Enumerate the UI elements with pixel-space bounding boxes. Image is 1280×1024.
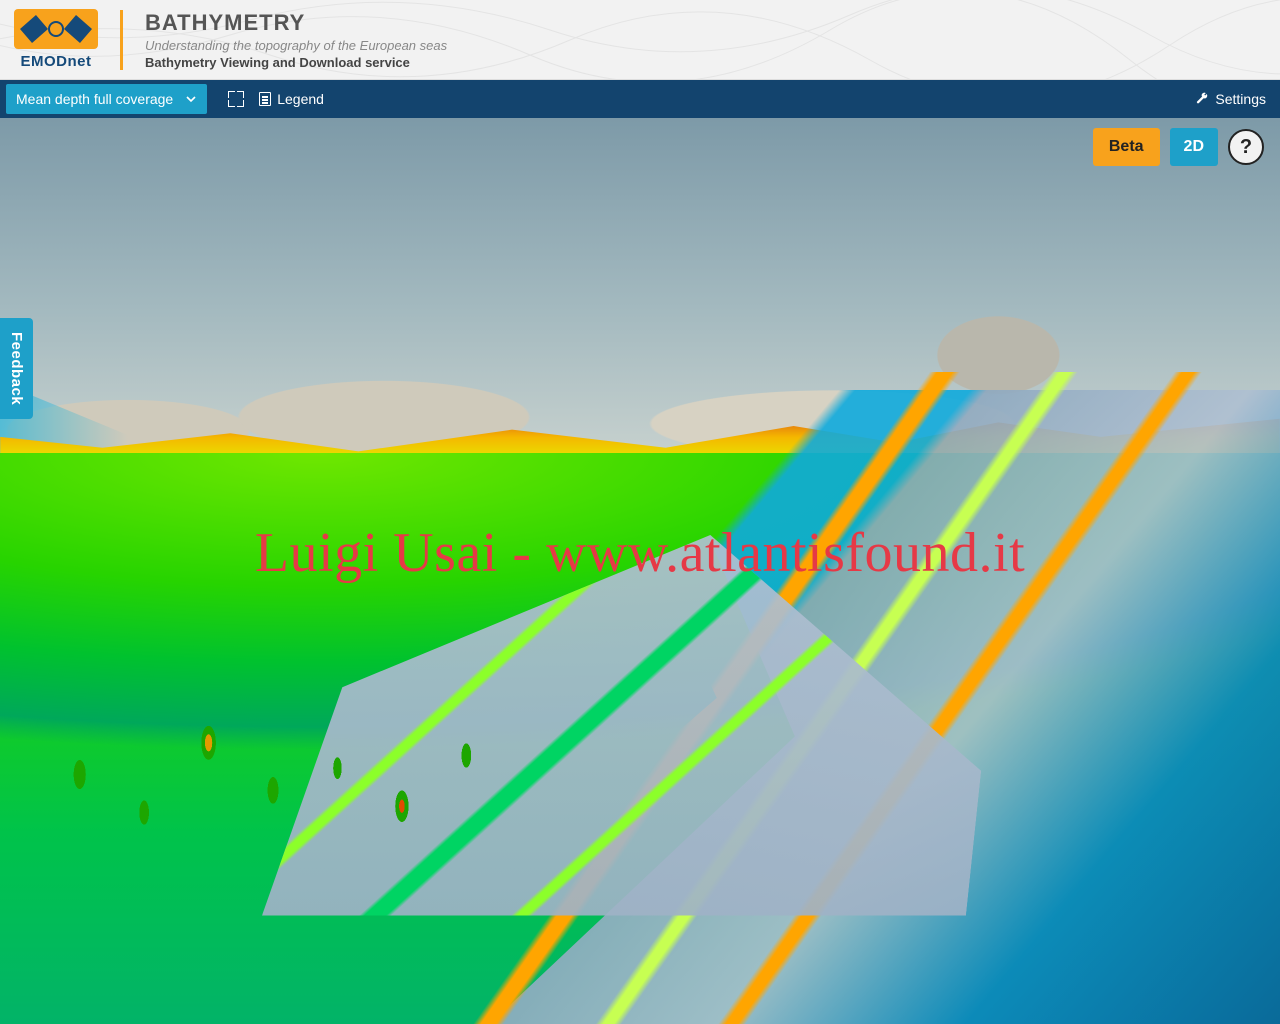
brand-mark-icon xyxy=(14,9,98,49)
settings-label: Settings xyxy=(1215,91,1266,107)
page-title: BATHYMETRY xyxy=(145,10,447,36)
watermark-text: Luigi Usai - www.atlantisfound.it xyxy=(255,521,1025,585)
wrench-icon xyxy=(1195,92,1209,106)
layer-select[interactable]: Mean depth full coverage xyxy=(6,84,207,114)
chevron-down-icon xyxy=(183,91,199,107)
legend-button[interactable]: Legend xyxy=(251,85,332,113)
float-controls: Beta 2D ? xyxy=(1093,128,1264,166)
feedback-tab[interactable]: Feedback xyxy=(0,318,33,419)
map-viewport[interactable]: Luigi Usai - www.atlantisfound.it Beta 2… xyxy=(0,118,1280,1024)
toolbar: Mean depth full coverage Legend Settings xyxy=(0,80,1280,118)
service-subtitle: Bathymetry Viewing and Download service xyxy=(145,53,447,70)
tagline: Understanding the topography of the Euro… xyxy=(145,36,447,53)
header: EMODnet BATHYMETRY Understanding the top… xyxy=(0,0,1280,80)
view-toggle-2d-button[interactable]: 2D xyxy=(1170,128,1218,166)
legend-label: Legend xyxy=(277,91,324,107)
legend-icon xyxy=(259,92,271,106)
header-divider xyxy=(120,10,123,70)
fullscreen-icon xyxy=(229,92,243,106)
title-block: BATHYMETRY Understanding the topography … xyxy=(145,10,447,70)
help-button[interactable]: ? xyxy=(1228,129,1264,165)
settings-button[interactable]: Settings xyxy=(1187,85,1274,113)
brand-logo[interactable]: EMODnet xyxy=(14,9,98,70)
layer-select-label: Mean depth full coverage xyxy=(16,91,173,107)
beta-badge: Beta xyxy=(1093,128,1160,166)
fullscreen-button[interactable] xyxy=(221,86,251,112)
brand-name: EMODnet xyxy=(21,53,92,70)
